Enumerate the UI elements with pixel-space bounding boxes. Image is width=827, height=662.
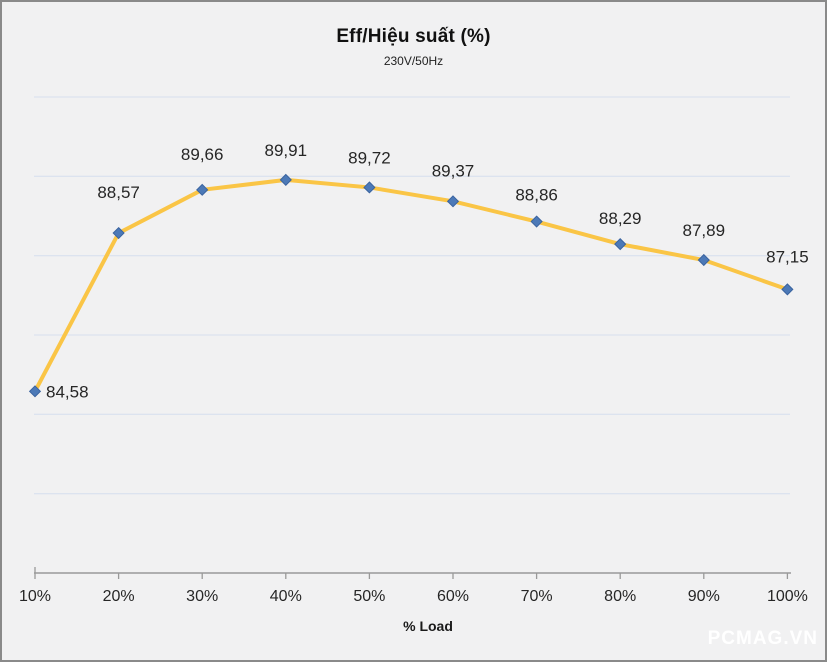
data-label: 84,58 — [46, 382, 89, 401]
data-label: 89,66 — [181, 145, 224, 164]
data-label: 89,91 — [265, 141, 308, 160]
x-tick-label: 90% — [688, 588, 720, 605]
data-label: 88,29 — [599, 209, 642, 228]
x-tick-label: 20% — [103, 588, 135, 605]
chart-title: Eff/Hiệu suất (%) — [336, 26, 491, 47]
x-tick-label: 50% — [353, 588, 385, 605]
x-tick-label: 10% — [19, 588, 51, 605]
data-point-marker — [781, 283, 794, 296]
data-point-marker — [363, 181, 376, 194]
x-tick-label: 40% — [270, 588, 302, 605]
data-point-marker — [697, 253, 710, 267]
data-label: 87,15 — [766, 247, 809, 266]
data-label: 88,86 — [515, 186, 558, 205]
data-point-marker — [614, 238, 627, 251]
data-point-marker — [112, 226, 125, 240]
data-point-marker — [196, 183, 209, 196]
x-tick-label: 70% — [521, 588, 553, 605]
x-tick-label: 80% — [604, 588, 636, 605]
data-label: 88,57 — [97, 183, 140, 202]
x-tick-label: 30% — [186, 588, 218, 605]
watermark: PCMAG.VN — [707, 628, 818, 649]
data-point-marker — [279, 173, 292, 187]
x-axis-title: % Load — [403, 618, 453, 634]
data-point-marker — [28, 385, 42, 398]
data-label: 89,37 — [432, 161, 475, 180]
data-point-marker — [446, 195, 460, 208]
data-label: 89,72 — [348, 148, 391, 167]
chart-subtitle: 230V/50Hz — [383, 54, 444, 68]
x-tick-label: 60% — [437, 588, 469, 605]
data-label: 87,89 — [683, 221, 726, 240]
series-line — [33, 177, 790, 394]
x-tick-label: 100% — [767, 588, 808, 605]
data-point-marker — [530, 215, 543, 228]
